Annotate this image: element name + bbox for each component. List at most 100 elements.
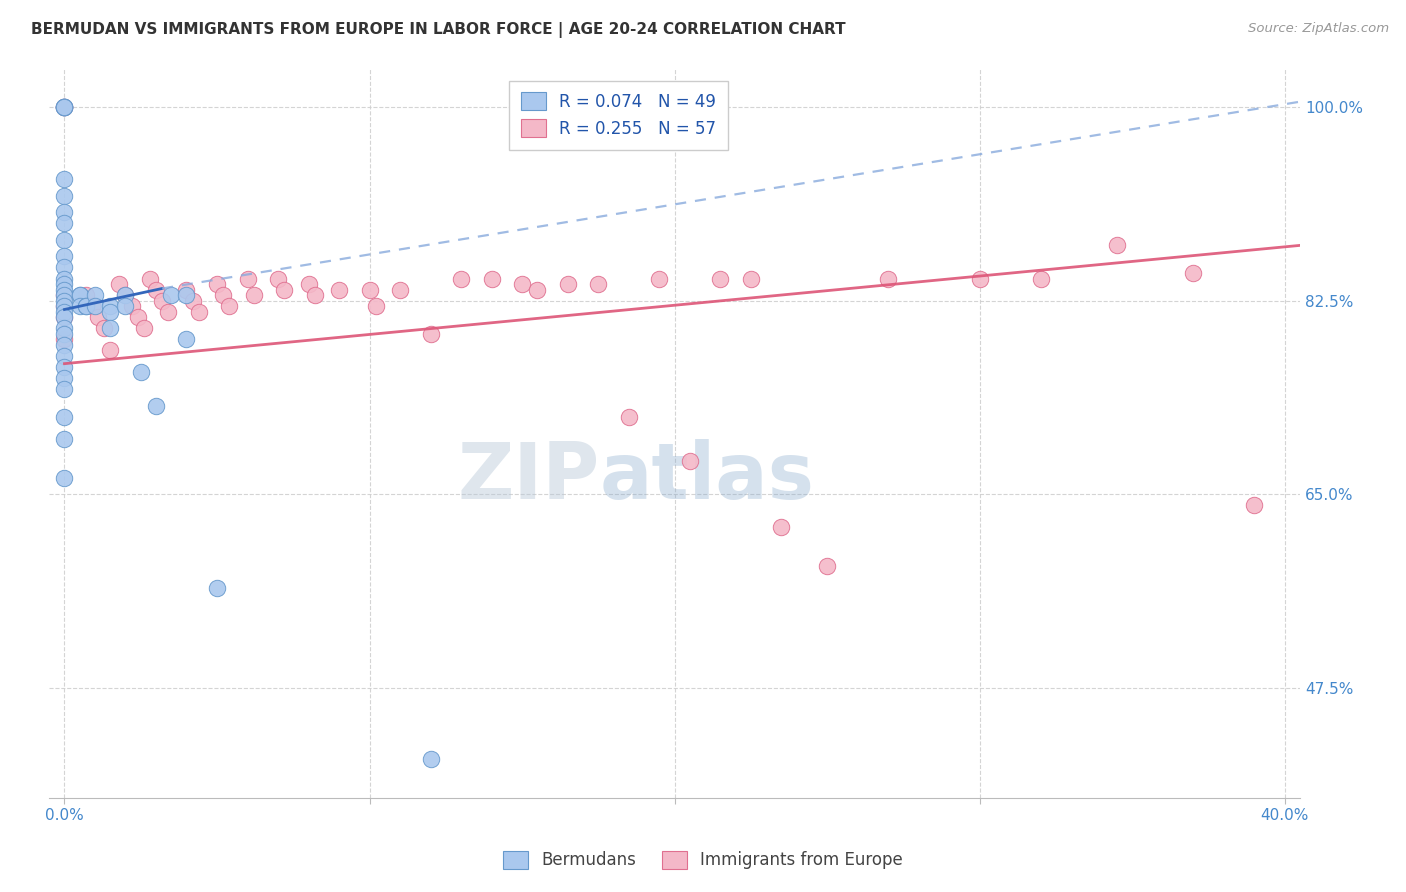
- Point: [53, 359, 76, 374]
- Point: [176, 283, 198, 297]
- Point: [218, 299, 240, 313]
- Point: [53, 310, 76, 325]
- Point: [770, 520, 793, 534]
- Point: [679, 454, 702, 468]
- Point: [969, 271, 991, 285]
- Point: [108, 277, 131, 291]
- Point: [588, 277, 610, 291]
- Point: [1029, 271, 1052, 285]
- Point: [53, 233, 76, 247]
- Point: [212, 288, 235, 302]
- Point: [53, 100, 76, 114]
- Point: [53, 260, 76, 275]
- Point: [145, 399, 167, 413]
- Point: [75, 299, 97, 313]
- Point: [450, 271, 472, 285]
- Point: [84, 288, 107, 302]
- Point: [53, 432, 76, 446]
- Point: [139, 271, 162, 285]
- Point: [1243, 498, 1265, 512]
- Point: [648, 271, 671, 285]
- Point: [157, 304, 180, 318]
- Point: [297, 277, 319, 291]
- Point: [53, 271, 76, 285]
- Point: [1182, 266, 1205, 280]
- Point: [98, 321, 121, 335]
- Point: [93, 321, 115, 335]
- Point: [53, 277, 76, 291]
- Point: [273, 283, 295, 297]
- Point: [740, 271, 762, 285]
- Text: BERMUDAN VS IMMIGRANTS FROM EUROPE IN LABOR FORCE | AGE 20-24 CORRELATION CHART: BERMUDAN VS IMMIGRANTS FROM EUROPE IN LA…: [31, 22, 845, 38]
- Point: [69, 288, 91, 302]
- Point: [709, 271, 731, 285]
- Point: [53, 299, 76, 313]
- Point: [359, 283, 381, 297]
- Point: [53, 321, 76, 335]
- Point: [87, 310, 110, 325]
- Point: [129, 366, 152, 380]
- Point: [150, 293, 173, 308]
- Point: [53, 299, 76, 313]
- Point: [304, 288, 326, 302]
- Point: [75, 288, 97, 302]
- Point: [98, 343, 121, 358]
- Point: [557, 277, 579, 291]
- Point: [53, 216, 76, 230]
- Point: [53, 283, 76, 297]
- Point: [419, 752, 441, 766]
- Legend: R = 0.074   N = 49, R = 0.255   N = 57: R = 0.074 N = 49, R = 0.255 N = 57: [509, 80, 728, 150]
- Point: [132, 321, 155, 335]
- Point: [114, 288, 136, 302]
- Point: [53, 349, 76, 363]
- Point: [815, 558, 838, 573]
- Point: [181, 293, 204, 308]
- Point: [53, 100, 76, 114]
- Point: [53, 100, 76, 114]
- Text: ZIP: ZIP: [457, 439, 599, 515]
- Point: [419, 326, 441, 341]
- Point: [69, 288, 91, 302]
- Point: [877, 271, 900, 285]
- Point: [53, 172, 76, 186]
- Point: [98, 304, 121, 318]
- Point: [53, 371, 76, 385]
- Point: [53, 326, 76, 341]
- Point: [75, 299, 97, 313]
- Point: [69, 299, 91, 313]
- Text: Source: ZipAtlas.com: Source: ZipAtlas.com: [1249, 22, 1389, 36]
- Point: [53, 382, 76, 396]
- Point: [526, 283, 548, 297]
- Point: [205, 581, 228, 595]
- Text: atlas: atlas: [599, 439, 814, 515]
- Point: [53, 470, 76, 484]
- Point: [236, 271, 259, 285]
- Point: [53, 288, 76, 302]
- Point: [53, 293, 76, 308]
- Point: [53, 288, 76, 302]
- Point: [481, 271, 503, 285]
- Point: [176, 332, 198, 346]
- Point: [205, 277, 228, 291]
- Point: [176, 288, 198, 302]
- Legend: Bermudans, Immigrants from Europe: Bermudans, Immigrants from Europe: [494, 840, 912, 880]
- Point: [242, 288, 264, 302]
- Point: [53, 100, 76, 114]
- Point: [364, 299, 387, 313]
- Point: [121, 299, 143, 313]
- Point: [617, 409, 640, 424]
- Point: [53, 188, 76, 202]
- Point: [53, 409, 76, 424]
- Point: [53, 100, 76, 114]
- Point: [53, 332, 76, 346]
- Point: [145, 283, 167, 297]
- Point: [53, 100, 76, 114]
- Point: [187, 304, 209, 318]
- Point: [510, 277, 533, 291]
- Point: [114, 288, 136, 302]
- Point: [53, 205, 76, 219]
- Point: [53, 249, 76, 263]
- Point: [1105, 238, 1128, 252]
- Point: [53, 304, 76, 318]
- Point: [80, 299, 103, 313]
